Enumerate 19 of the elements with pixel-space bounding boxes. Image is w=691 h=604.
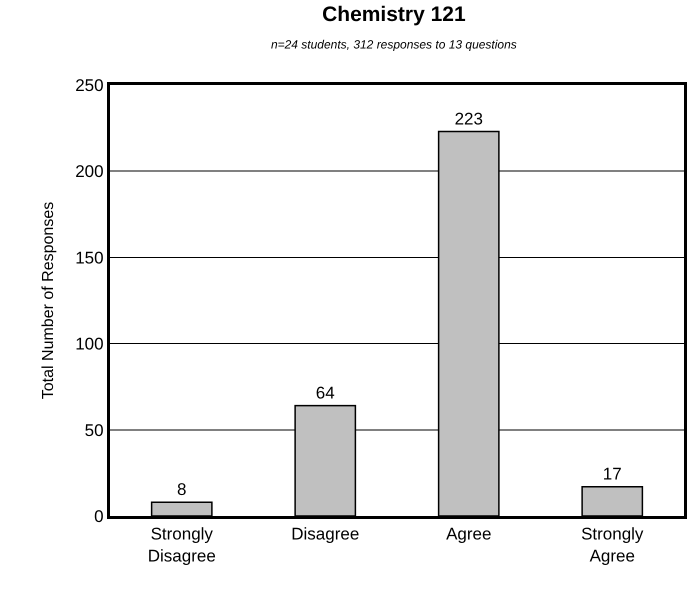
data-label: 64 (316, 384, 335, 403)
data-label: 223 (454, 110, 483, 129)
data-label: 17 (602, 464, 622, 484)
chart-title: Chemistry 121 (322, 3, 466, 26)
y-tick-label: 100 (75, 334, 104, 354)
chart-subtitle: n=24 students, 312 responses to 13 questions (270, 37, 517, 52)
y-tick-label: 250 (75, 76, 104, 95)
x-tick-label: Agree (446, 524, 492, 544)
x-tick-label: Strongly Disagree (148, 524, 216, 566)
bar (581, 486, 644, 516)
x-tick-label: Disagree (291, 524, 360, 544)
data-label: 8 (177, 480, 186, 500)
y-tick-label: 200 (75, 162, 104, 182)
y-tick-label: 50 (84, 420, 104, 440)
y-tick-label: 150 (75, 248, 104, 268)
y-axis-title: Total Number of Responses (40, 202, 58, 400)
y-tick-label: 0 (94, 506, 104, 526)
x-tick-label: Strongly Agree (581, 524, 644, 566)
bar (150, 501, 213, 516)
